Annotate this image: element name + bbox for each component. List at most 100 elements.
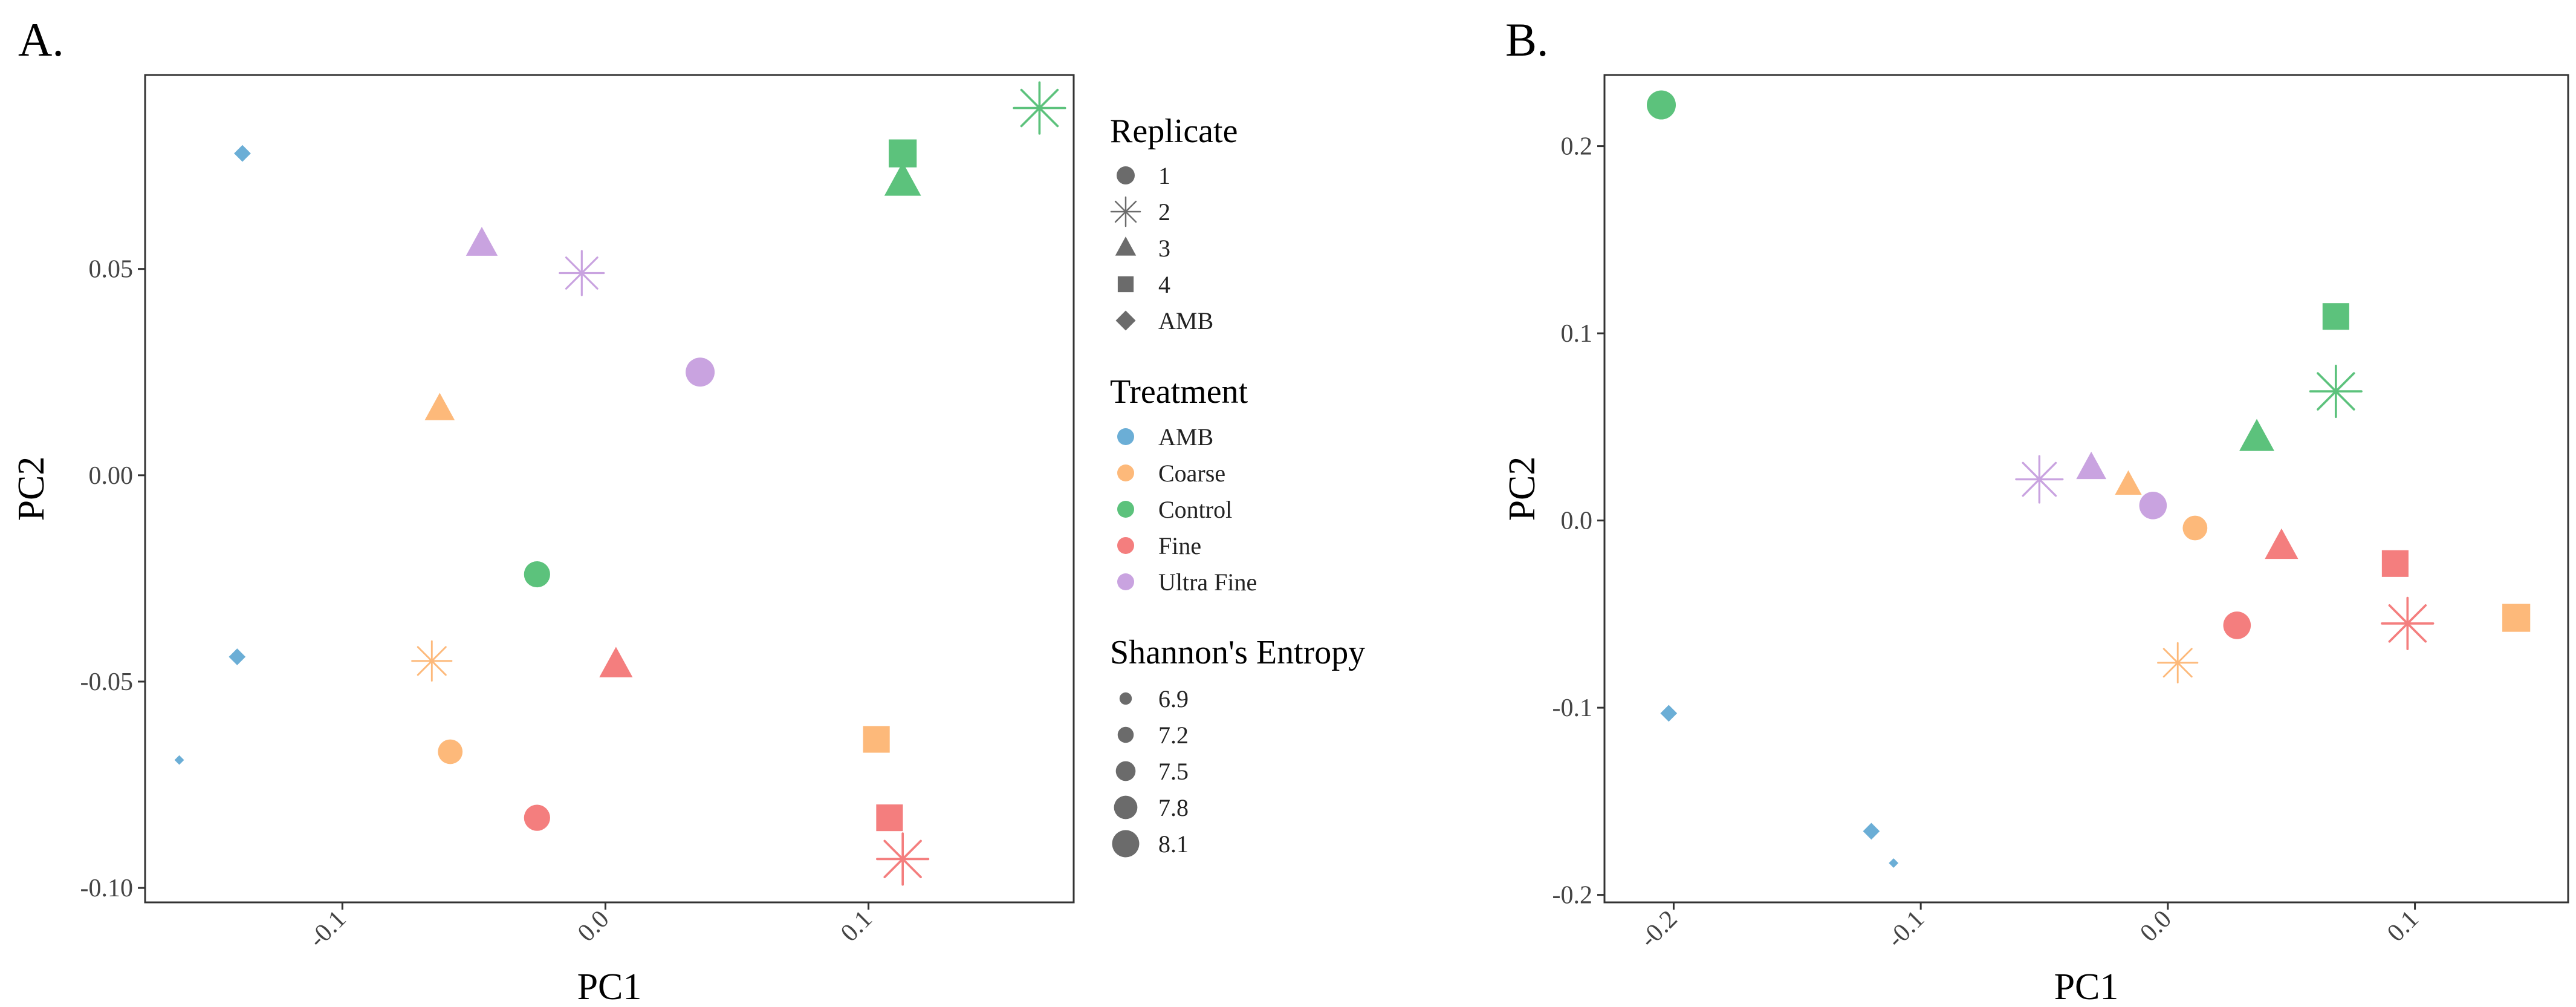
- panel-b-point-control-rep-2: [2309, 364, 2363, 419]
- panel-b-point-fine-rep-4: [2381, 550, 2409, 577]
- panel-b-point-coarse-rep-2: [2157, 642, 2199, 683]
- panel-a-point-coarse-rep-2: [411, 640, 453, 682]
- legend-entropy-label: 6.9: [1158, 685, 1189, 712]
- legend-replicate-label: 4: [1158, 271, 1170, 298]
- panel-b-y-tick-label: 0.0: [1561, 507, 1593, 535]
- panel-a-point-ultra-fine-rep-1: [686, 357, 715, 387]
- panel-a-y-tick-label: -0.10: [80, 875, 134, 902]
- legend-treatment-label: AMB: [1158, 423, 1213, 451]
- panel-b-point-coarse-rep-4: [2502, 604, 2531, 632]
- legend-replicate-label: 1: [1158, 162, 1170, 189]
- legend-entropy-label: 7.2: [1158, 722, 1189, 749]
- panel-b-y-axis-title: PC2: [1502, 457, 1543, 521]
- panel-b-point-coarse-rep-1: [2182, 515, 2208, 541]
- legend-replicate-swatch-4: [1117, 276, 1134, 293]
- panel-a-x-axis-title: PC1: [577, 966, 642, 1007]
- legend-entropy-label: 8.1: [1158, 830, 1189, 858]
- panel-a-points: [174, 81, 1066, 886]
- legend-entropy-title: Shannon's Entropy: [1110, 634, 1365, 671]
- panel-a-ticks: -0.1 0.0 0.1 -0.10 -0.05 0.00 0.05: [80, 256, 878, 953]
- legend-treatment-label: Fine: [1158, 532, 1201, 559]
- panel-a-point-control-rep-2: [1013, 81, 1066, 135]
- panel-a-x-tick-label: 0.1: [835, 905, 878, 948]
- panel-b-letter: B.: [1505, 13, 1549, 66]
- panel-a-point-control-rep-1: [524, 561, 550, 588]
- panel-a-point-coarse-rep-4: [863, 726, 890, 753]
- panel-b-ticks: -0.2 -0.1 0.0 0.1 -0.2 -0.1 0.0 0.1 0.2: [1552, 133, 2424, 953]
- legend-replicate-label: AMB: [1158, 307, 1213, 334]
- legend-entropy-swatch: [1114, 795, 1138, 820]
- legend-treatment-swatch-ultra-fine: [1117, 573, 1134, 590]
- panel-b-point-fine-rep-2: [2381, 596, 2435, 650]
- legend-entropy-label: 7.8: [1158, 794, 1189, 821]
- legend: Replicate 1 2 3 4 AMB Treatment AMB Coarse Con…: [1110, 112, 1365, 858]
- legend-entropy-swatch: [1112, 830, 1140, 858]
- legend-replicate-label: 2: [1158, 198, 1170, 226]
- panel-a-point-amb-rep-amb: [174, 755, 184, 765]
- panel-b-y-tick-label: 0.1: [1561, 320, 1593, 348]
- panel-a-x-tick-label: 0.0: [573, 905, 615, 948]
- panel-a-y-tick-label: -0.05: [80, 668, 134, 696]
- panel-b-points: [1647, 90, 2531, 868]
- panel-a-point-fine-rep-3: [599, 647, 633, 677]
- panel-a-point-amb-rep-amb: [234, 145, 251, 162]
- panel-b-point-control-rep-1: [1647, 90, 1676, 120]
- legend-entropy-label: 7.5: [1158, 758, 1189, 785]
- panel-a-point-amb-rep-amb: [229, 648, 246, 665]
- panel-b: B. -0.2 -0.1 0.0 0.1 -0.2 -0.1 0.0 0.1 0.2 PC1 P…: [1502, 13, 2569, 1007]
- legend-replicate-label: 3: [1158, 235, 1170, 262]
- panel-b-x-tick-label: -0.1: [1882, 905, 1930, 954]
- legend-treatment-title: Treatment: [1110, 373, 1248, 411]
- legend-treatment-swatch-amb: [1117, 428, 1134, 445]
- legend-treatment-label: Coarse: [1158, 460, 1225, 487]
- panel-a: A. -0.1 0.0 0.1 -0.10 -0.05 0.00 0.05 PC1 PC2: [11, 13, 1075, 1007]
- panel-b-x-tick-label: -0.2: [1635, 905, 1683, 954]
- panel-a-point-fine-rep-4: [876, 804, 903, 832]
- legend-replicate-swatch-2: [1110, 196, 1141, 227]
- panel-a-y-tick-label: 0.00: [89, 462, 134, 490]
- panel-b-point-amb-rep-amb: [1660, 705, 1678, 722]
- panel-b-point-ultra-fine-rep-3: [2076, 451, 2107, 480]
- legend-replicate-swatch-1: [1117, 166, 1135, 184]
- legend-replicate-title: Replicate: [1110, 112, 1238, 150]
- panel-a-point-ultra-fine-rep-2: [559, 250, 605, 296]
- legend-entropy-swatch: [1115, 761, 1136, 781]
- panel-b-point-fine-rep-3: [2265, 528, 2299, 559]
- legend-replicate-swatch-amb: [1115, 310, 1136, 331]
- panel-b-y-tick-label: 0.2: [1561, 133, 1593, 161]
- legend-treatment-items: AMB Coarse Control Fine Ultra Fine: [1117, 423, 1257, 596]
- panel-b-x-axis-title: PC1: [2054, 966, 2119, 1007]
- panel-b-plot-frame: [1603, 74, 2569, 904]
- legend-entropy-items: 6.9 7.2 7.5 7.8 8.1: [1112, 685, 1189, 858]
- panel-b-point-control-rep-3: [2239, 419, 2274, 451]
- legend-treatment-swatch-coarse: [1117, 464, 1134, 481]
- legend-entropy-swatch: [1117, 726, 1134, 743]
- panel-b-x-tick-label: 0.0: [2135, 905, 2177, 948]
- panel-b-point-ultra-fine-rep-1: [2139, 492, 2167, 520]
- legend-replicate-swatch-3: [1115, 236, 1137, 256]
- panel-a-point-fine-rep-1: [524, 804, 550, 831]
- panel-a-point-coarse-rep-1: [438, 739, 463, 764]
- panel-b-point-control-rep-4: [2322, 303, 2349, 330]
- legend-replicate-items: 1 2 3 4 AMB: [1110, 162, 1213, 334]
- panel-b-x-tick-label: 0.1: [2382, 905, 2424, 948]
- panel-b-point-amb-rep-amb: [1889, 858, 1899, 868]
- panel-b-point-amb-rep-amb: [1863, 823, 1880, 840]
- legend-treatment-label: Control: [1158, 496, 1232, 523]
- legend-treatment-swatch-control: [1117, 501, 1134, 518]
- panel-a-plot-frame: [144, 74, 1075, 904]
- panel-a-y-tick-label: 0.05: [89, 256, 134, 284]
- panel-a-point-coarse-rep-3: [424, 393, 455, 420]
- panel-a-y-axis-title: PC2: [11, 457, 52, 521]
- panel-b-point-coarse-rep-3: [2115, 470, 2142, 495]
- panel-a-x-tick-label: -0.1: [303, 905, 352, 954]
- legend-treatment-swatch-fine: [1117, 537, 1134, 554]
- panel-a-point-fine-rep-2: [876, 832, 930, 886]
- panel-a-point-ultra-fine-rep-3: [466, 227, 498, 256]
- panel-b-y-tick-label: -0.2: [1552, 882, 1593, 910]
- legend-entropy-swatch: [1119, 692, 1132, 705]
- panel-a-letter: A.: [18, 13, 64, 66]
- panel-a-point-control-rep-3: [884, 162, 921, 196]
- legend-treatment-label: Ultra Fine: [1158, 569, 1257, 596]
